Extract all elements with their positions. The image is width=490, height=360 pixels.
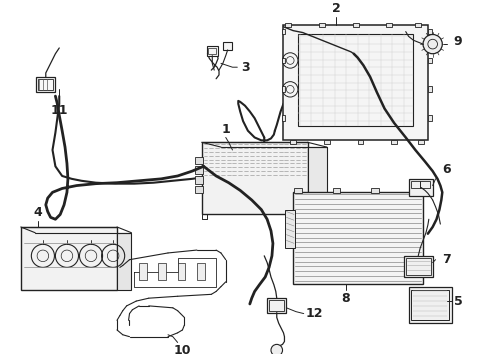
Bar — [416, 23, 421, 27]
Bar — [267, 298, 286, 312]
Bar — [420, 181, 430, 188]
Bar — [371, 189, 379, 193]
Text: 1: 1 — [221, 122, 230, 135]
Bar — [428, 29, 432, 35]
Bar — [195, 157, 203, 165]
Text: 2: 2 — [332, 2, 341, 15]
Bar — [412, 289, 449, 320]
Bar — [428, 58, 432, 63]
Bar — [269, 300, 285, 311]
Text: 3: 3 — [241, 61, 249, 74]
Bar — [38, 79, 53, 90]
Bar — [282, 86, 285, 92]
Text: 11: 11 — [50, 104, 68, 117]
Bar — [158, 262, 166, 280]
Bar — [285, 23, 291, 27]
Bar — [358, 140, 364, 144]
Bar — [178, 262, 185, 280]
Bar — [206, 46, 218, 56]
Text: 6: 6 — [442, 163, 451, 176]
Bar — [282, 58, 285, 63]
Bar — [208, 48, 216, 54]
Bar — [195, 176, 203, 184]
Bar — [284, 25, 428, 140]
Bar — [36, 77, 55, 92]
Bar — [117, 233, 131, 289]
Bar — [404, 256, 433, 277]
Bar — [387, 23, 392, 27]
Text: 12: 12 — [306, 307, 323, 320]
Bar — [195, 166, 203, 174]
Bar — [223, 42, 232, 50]
Bar — [319, 23, 325, 27]
Text: 4: 4 — [34, 206, 43, 219]
Bar — [411, 181, 420, 188]
Bar — [298, 35, 414, 126]
Text: 9: 9 — [454, 35, 463, 48]
Bar — [410, 189, 417, 193]
Bar — [428, 86, 432, 92]
Bar — [282, 29, 285, 35]
Bar — [290, 140, 296, 144]
Bar — [333, 189, 340, 193]
Bar — [409, 179, 433, 196]
Bar — [139, 262, 147, 280]
Bar — [418, 140, 424, 144]
Circle shape — [423, 35, 442, 54]
Bar — [324, 140, 330, 144]
Bar — [353, 23, 359, 27]
Bar — [285, 210, 295, 248]
Bar — [195, 186, 203, 193]
Text: 10: 10 — [173, 345, 191, 357]
Bar — [409, 287, 452, 323]
Bar — [294, 189, 302, 193]
Text: 7: 7 — [442, 253, 451, 266]
Bar — [282, 115, 285, 121]
Bar — [202, 142, 308, 215]
Text: 8: 8 — [342, 292, 350, 305]
Bar — [293, 192, 423, 284]
Bar — [21, 227, 117, 289]
Bar — [197, 262, 205, 280]
Text: 5: 5 — [454, 294, 463, 307]
Bar — [428, 115, 432, 121]
Circle shape — [271, 345, 283, 356]
Bar — [308, 147, 327, 215]
Bar — [392, 140, 397, 144]
Bar — [406, 258, 431, 275]
